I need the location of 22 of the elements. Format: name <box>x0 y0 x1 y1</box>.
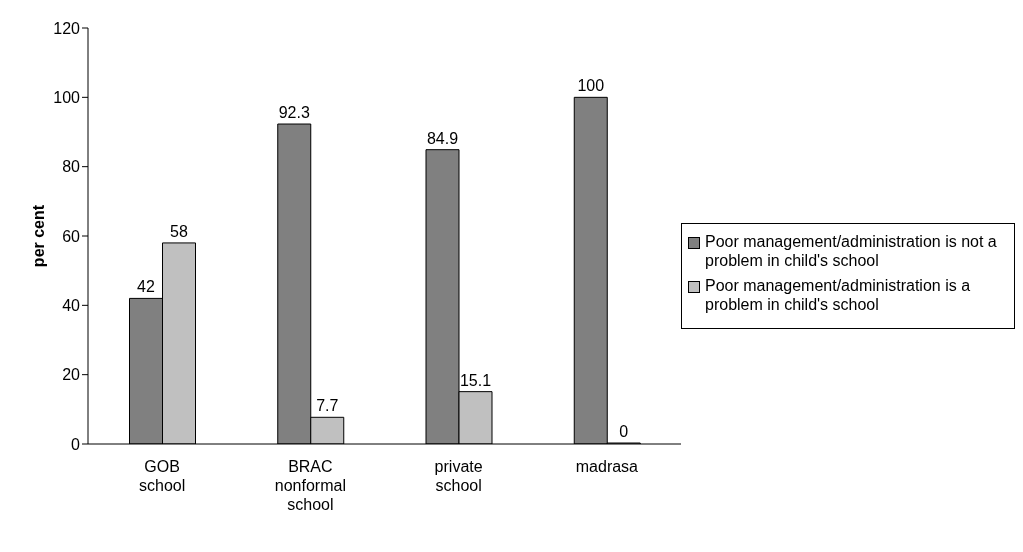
legend-label: Poor management/administration is not a problem in child's school <box>705 232 998 270</box>
data-label: 15.1 <box>459 371 492 389</box>
x-tick-label: madrasa <box>575 458 639 475</box>
data-label: 84.9 <box>426 129 459 147</box>
x-tick-label: BRAC nonformal school <box>274 458 346 513</box>
y-tick-label: 0 <box>71 435 81 453</box>
data-label: 58 <box>170 222 189 240</box>
data-label: 42 <box>137 278 156 296</box>
y-tick-label: 60 <box>62 227 81 245</box>
data-label: 0 <box>619 423 629 440</box>
y-tick-label: 40 <box>62 297 81 315</box>
y-tick-label: 80 <box>62 158 81 176</box>
y-tick-label: 100 <box>53 89 81 107</box>
data-label: 92.3 <box>278 104 310 122</box>
y-tick-label: 120 <box>53 19 81 37</box>
legend-label: Poor management/administration is a problem in child's school <box>705 276 972 314</box>
y-axis-title: per cent <box>29 204 47 268</box>
data-label: 100 <box>577 77 605 95</box>
y-tick-label: 20 <box>62 366 81 384</box>
x-tick-label: private school <box>434 458 483 494</box>
x-tick-label: GOB school <box>139 458 186 494</box>
data-label: 7.7 <box>316 397 339 415</box>
